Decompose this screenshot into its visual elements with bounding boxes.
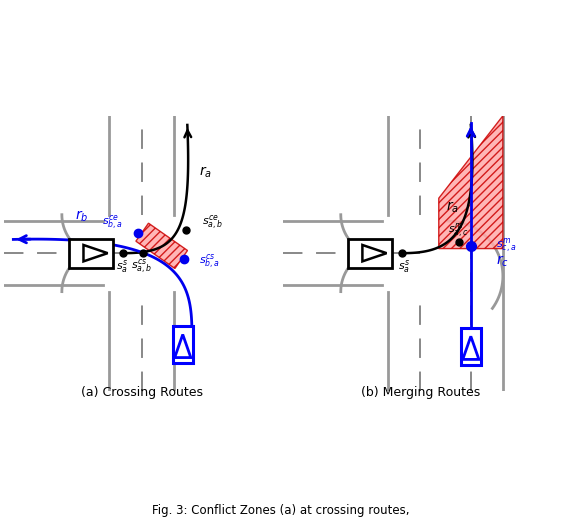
- Text: $s_a^s$: $s_a^s$: [116, 258, 128, 276]
- Text: $r_a$: $r_a$: [446, 199, 459, 215]
- Text: $s_{a,b}^{cs}$: $s_{a,b}^{cs}$: [131, 258, 152, 277]
- Polygon shape: [175, 335, 191, 358]
- Text: $r_b$: $r_b$: [75, 208, 89, 224]
- Bar: [69, 239, 113, 268]
- Bar: [173, 326, 193, 363]
- Text: $s_a^s$: $s_a^s$: [398, 258, 410, 276]
- Polygon shape: [362, 245, 387, 262]
- Text: $s_{a,b}^{ce}$: $s_{a,b}^{ce}$: [202, 213, 224, 232]
- Text: Fig. 3: Conflict Zones (a) at crossing routes,: Fig. 3: Conflict Zones (a) at crossing r…: [152, 504, 410, 517]
- Bar: [348, 239, 392, 268]
- Text: (b) Merging Routes: (b) Merging Routes: [361, 386, 480, 399]
- Polygon shape: [439, 116, 503, 248]
- Text: $r_a$: $r_a$: [199, 164, 212, 180]
- Text: $s_{a,c}^m$: $s_{a,c}^m$: [448, 221, 468, 240]
- Polygon shape: [136, 223, 188, 268]
- Text: $s_{b,a}^{cs}$: $s_{b,a}^{cs}$: [199, 253, 220, 271]
- Text: $r_c$: $r_c$: [496, 253, 509, 268]
- Polygon shape: [84, 245, 108, 262]
- Text: $s_{c,a}^m$: $s_{c,a}^m$: [496, 237, 517, 255]
- Polygon shape: [463, 336, 479, 360]
- Text: $s_{b,a}^{ce}$: $s_{b,a}^{ce}$: [102, 214, 123, 232]
- Text: (a) Crossing Routes: (a) Crossing Routes: [80, 386, 202, 399]
- Bar: [461, 328, 481, 365]
